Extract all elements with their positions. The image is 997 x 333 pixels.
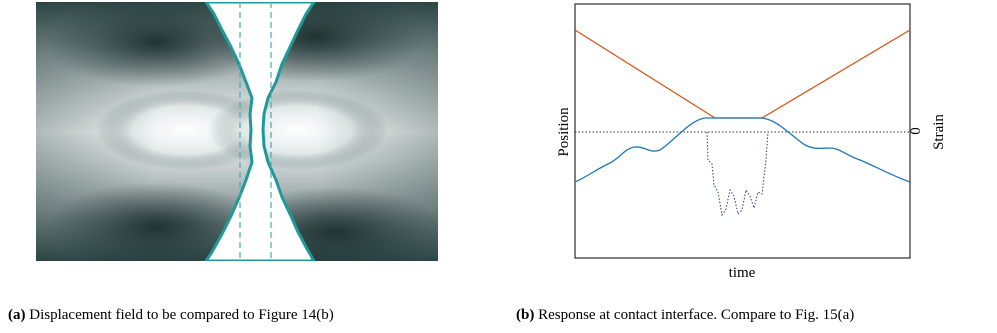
caption-b: (b) Response at contact interface. Compa…: [516, 307, 854, 324]
caption-b-text: Response at contact interface. Compare t…: [538, 307, 855, 323]
response-plot: Position 0 Strain time: [556, 3, 947, 281]
caption-a: (a) Displacement field to be compared to…: [8, 307, 334, 324]
plot-frame: [574, 3, 911, 259]
series-strain: [706, 131, 769, 217]
panel-b: Position 0 Strain time (b) Response at c…: [500, 0, 997, 333]
contact-gap: [204, 2, 316, 261]
caption-b-label: (b): [516, 307, 535, 323]
right-tick-zero: 0: [908, 127, 924, 135]
series-upper: [574, 29, 911, 119]
panel-a: (a) Displacement field to be compared to…: [0, 0, 480, 333]
displacement-field: [36, 2, 438, 261]
series-lower: [574, 117, 911, 183]
xlabel: time: [729, 265, 756, 281]
caption-a-text: Displacement field to be compared to Fig…: [29, 307, 334, 323]
ylabel-left: Position: [556, 107, 572, 157]
caption-a-label: (a): [8, 307, 26, 323]
ylabel-right: Strain: [931, 114, 947, 150]
